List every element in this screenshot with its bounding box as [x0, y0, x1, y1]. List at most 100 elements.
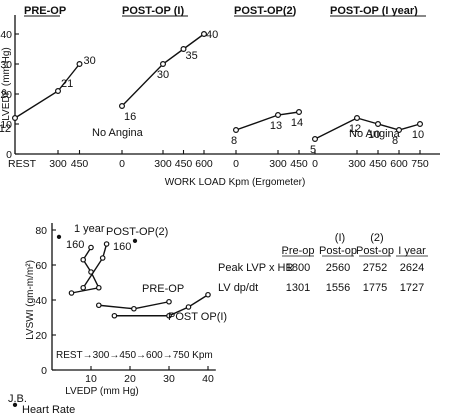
- top-panel-title: PRE-OP: [24, 5, 66, 17]
- table-col-index: (I): [335, 232, 345, 244]
- top-panel-title: POST-OP (I year): [330, 5, 418, 17]
- top-data-point: [396, 126, 403, 133]
- bottom-x-tick-label: 30: [163, 373, 175, 385]
- bottom-data-point: [80, 256, 87, 263]
- top-data-point: [417, 120, 424, 127]
- top-point-label: 12: [349, 123, 361, 135]
- top-data-point: [354, 114, 361, 121]
- bottom-y-axis-title: LVSWI (gm-m/m²): [25, 260, 36, 340]
- bottom-data-point: [185, 304, 192, 310]
- bottom-series-line: [114, 294, 209, 317]
- table-col-header: I year: [398, 245, 426, 257]
- top-x-tick-label: 450: [175, 158, 193, 170]
- top-x-axis-title: WORK LOAD Kpm (Ergometer): [165, 177, 306, 188]
- bottom-y-tick-label: 80: [35, 225, 47, 237]
- table-cell: 2624: [400, 262, 424, 274]
- table-cell: 1800: [286, 262, 310, 274]
- series-label-post-op-1: POST OP(I): [168, 311, 227, 323]
- top-data-point: [233, 126, 240, 133]
- top-x-tick-label: 300: [154, 158, 172, 170]
- bottom-x-tick-label: 10: [85, 373, 97, 385]
- bottom-data-point: [166, 298, 172, 305]
- heart-rate-legend-symbol: •: [12, 397, 17, 414]
- bottom-y-tick-label: 20: [35, 330, 47, 342]
- top-point-label: 10: [412, 129, 424, 141]
- no-angina-annotation: No Angina: [92, 127, 144, 139]
- top-panel-title: POST-OP(2): [234, 5, 297, 17]
- top-x-tick-label: 600: [195, 158, 213, 170]
- patient-initials: J.B.: [8, 393, 27, 405]
- bottom-y-tick-label: 60: [35, 260, 47, 272]
- top-x-tick-label: 0: [233, 158, 239, 170]
- top-panel-title: POST-OP (I): [122, 5, 184, 17]
- top-y-tick-label: 40: [0, 29, 12, 41]
- bottom-data-point: [96, 302, 102, 309]
- table-col-index: (2): [370, 232, 383, 244]
- top-point-label: 10: [368, 129, 380, 141]
- top-y-tick-label: 10: [0, 119, 12, 131]
- table-cell: 1727: [400, 282, 424, 294]
- top-point-label: 5: [310, 144, 316, 156]
- bottom-data-point: [131, 305, 137, 312]
- table-cell: 1775: [363, 282, 387, 294]
- top-data-point: [296, 108, 303, 115]
- top-x-tick-label: 0: [119, 158, 125, 170]
- table-cell: 2752: [363, 262, 387, 274]
- top-x-tick-label: 450: [369, 158, 387, 170]
- top-y-tick-label: 30: [0, 59, 12, 71]
- top-point-label: 30: [84, 55, 96, 67]
- top-data-point: [76, 60, 83, 67]
- top-x-tick-label: 450: [290, 158, 308, 170]
- bottom-data-point: [99, 255, 106, 261]
- top-data-point: [275, 111, 282, 118]
- top-series-line: [121, 33, 205, 107]
- top-x-tick-label: 300: [269, 158, 287, 170]
- series-label-1-year: 1 year: [74, 223, 105, 235]
- table-cell: 1301: [286, 282, 310, 294]
- top-x-tick-label: 300: [49, 158, 67, 170]
- top-x-tick-label: REST: [8, 158, 37, 170]
- heart-rate-label: 160: [66, 239, 84, 251]
- bottom-y-tick-label: 0: [41, 365, 47, 377]
- bottom-data-point: [68, 290, 75, 296]
- top-point-label: 30: [157, 69, 169, 81]
- bottom-data-point: [166, 312, 172, 319]
- bottom-data-point: [88, 244, 94, 251]
- top-point-label: 35: [186, 50, 198, 62]
- heart-rate-label: 160: [113, 241, 131, 253]
- top-data-point: [160, 60, 167, 67]
- top-point-label: 16: [124, 111, 136, 123]
- top-point-label: 8: [231, 135, 237, 147]
- table-row-label: Peak LVP x HR: [218, 262, 293, 274]
- heart-rate-legend-text: Heart Rate: [22, 404, 75, 415]
- top-point-label: 13: [270, 120, 282, 132]
- workload-progression-note: REST→300→450→600→750 Kpm: [56, 350, 213, 361]
- no-angina-annotation: No Angina: [349, 128, 401, 140]
- table-col-header: Post-op: [319, 245, 357, 257]
- bottom-x-axis-title: LVEDP (mm Hg): [65, 386, 139, 397]
- top-point-label: 8: [392, 135, 398, 147]
- series-label-pre-op: PRE-OP: [142, 283, 184, 295]
- table-col-header: Post-op: [356, 245, 394, 257]
- table-cell: 1556: [326, 282, 350, 294]
- bottom-data-point: [205, 291, 211, 298]
- bottom-x-tick-label: 40: [202, 373, 214, 385]
- top-point-label: 40: [206, 29, 218, 41]
- top-data-point: [118, 102, 125, 109]
- table-row-label: LV dp/dt: [218, 282, 258, 294]
- table-cell: 2560: [326, 262, 350, 274]
- bottom-y-tick-label: 40: [35, 295, 47, 307]
- top-data-point: [375, 120, 382, 127]
- top-x-tick-label: 450: [71, 158, 89, 170]
- top-data-point: [54, 87, 61, 94]
- top-point-label: 21: [61, 78, 73, 90]
- bottom-x-tick-label: 20: [124, 373, 136, 385]
- top-x-tick-label: 600: [390, 158, 408, 170]
- bottom-data-point: [80, 284, 87, 291]
- top-y-tick-label: 20: [0, 89, 12, 101]
- top-data-point: [180, 45, 187, 52]
- top-point-label: 14: [291, 117, 303, 129]
- top-data-point: [12, 114, 19, 121]
